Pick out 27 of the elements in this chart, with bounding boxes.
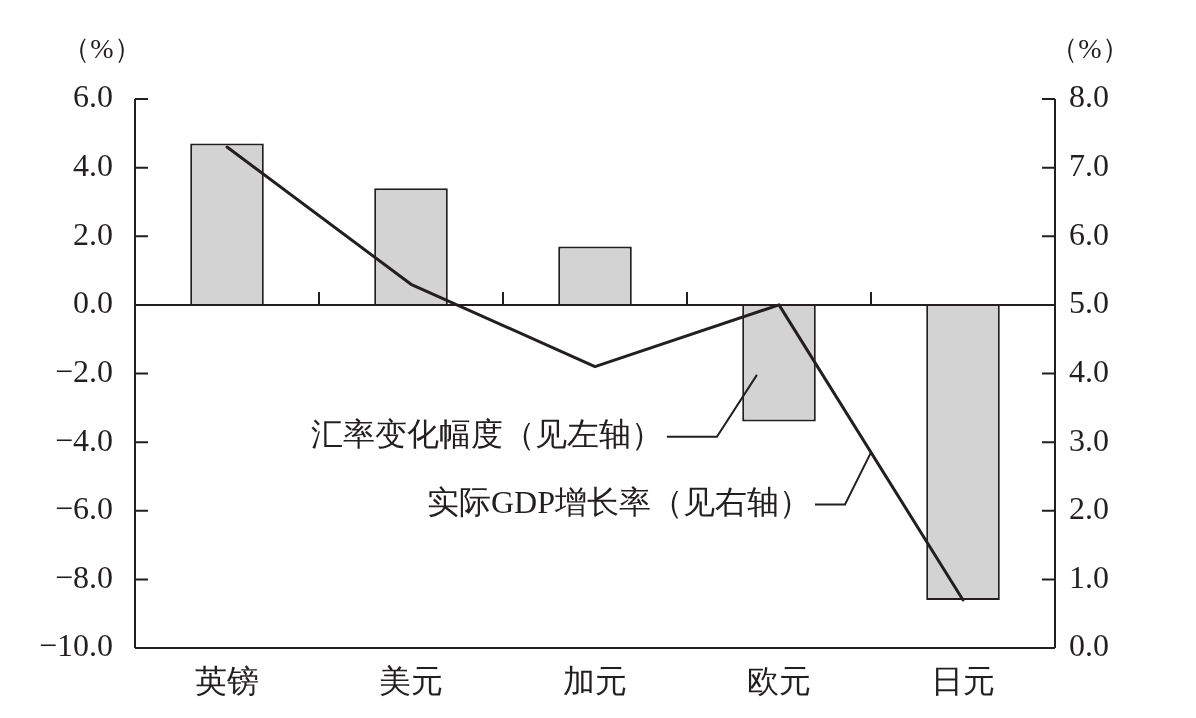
- y2-tick-label: 8.0: [1069, 78, 1109, 115]
- y2-tick-label: 7.0: [1069, 147, 1109, 184]
- y-tick-label: −6.0: [54, 490, 113, 527]
- text: 实际GDP增长率（见右轴）: [426, 483, 811, 520]
- y-tick-label: −10.0: [38, 627, 113, 664]
- y-tick-label: 0.0: [73, 284, 113, 321]
- x-tick-label: 日元: [931, 662, 995, 699]
- text: 汇率变化幅度（见左轴）: [310, 416, 663, 453]
- y2-tick-label: 3.0: [1069, 421, 1109, 458]
- y-tick-label: −8.0: [54, 558, 113, 595]
- y-tick-label: −2.0: [54, 352, 113, 389]
- y-tick-label: −4.0: [54, 421, 113, 458]
- y-tick-label: 2.0: [73, 215, 113, 252]
- x-tick-label: 欧元: [747, 662, 811, 699]
- y-axis-title: （%）: [62, 33, 142, 65]
- y2-axis-title: （%）: [1050, 33, 1130, 65]
- y2-tick-label: 2.0: [1069, 490, 1109, 527]
- y2-tick-label: 0.0: [1069, 627, 1109, 664]
- x-tick-label: 加元: [563, 662, 627, 699]
- y2-tick-label: 1.0: [1069, 558, 1109, 595]
- y-tick-label: 6.0: [73, 78, 113, 115]
- y2-tick-label: 6.0: [1069, 215, 1109, 252]
- y-tick-label: 4.0: [73, 147, 113, 184]
- x-tick-label: 英镑: [195, 662, 259, 699]
- x-tick-label: 美元: [379, 662, 443, 699]
- y2-tick-label: 4.0: [1069, 352, 1109, 389]
- y2-tick-label: 5.0: [1069, 284, 1109, 321]
